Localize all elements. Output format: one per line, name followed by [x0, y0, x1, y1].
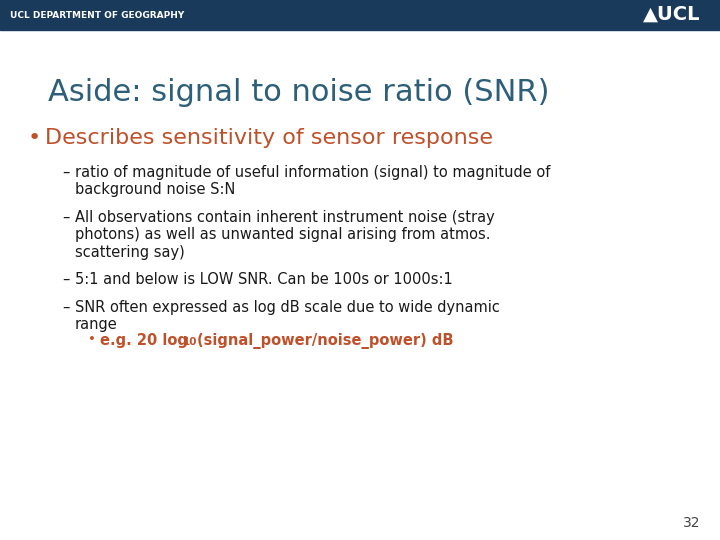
- Text: SNR often expressed as log dB scale due to wide dynamic
range: SNR often expressed as log dB scale due …: [75, 300, 500, 333]
- Text: 10: 10: [183, 337, 197, 347]
- Text: UCL DEPARTMENT OF GEOGRAPHY: UCL DEPARTMENT OF GEOGRAPHY: [10, 10, 184, 19]
- Text: (signal_power/noise_power) dB: (signal_power/noise_power) dB: [197, 333, 454, 349]
- Text: –: –: [62, 210, 69, 225]
- Text: ratio of magnitude of useful information (signal) to magnitude of
background noi: ratio of magnitude of useful information…: [75, 165, 550, 198]
- Text: 32: 32: [683, 516, 700, 530]
- Text: Aside: signal to noise ratio (SNR): Aside: signal to noise ratio (SNR): [48, 78, 549, 107]
- Text: All observations contain inherent instrument noise (stray
photons) as well as un: All observations contain inherent instru…: [75, 210, 495, 260]
- Text: 5:1 and below is LOW SNR. Can be 100s or 1000s:1: 5:1 and below is LOW SNR. Can be 100s or…: [75, 272, 453, 287]
- Text: •: •: [88, 333, 96, 346]
- Text: e.g. 20 log: e.g. 20 log: [100, 333, 188, 348]
- Text: Describes sensitivity of sensor response: Describes sensitivity of sensor response: [45, 128, 493, 148]
- Text: –: –: [62, 300, 69, 315]
- Text: ▲UCL: ▲UCL: [642, 4, 700, 24]
- Text: –: –: [62, 272, 69, 287]
- Text: •: •: [28, 128, 41, 148]
- Bar: [0, 0, 720, 30]
- Text: –: –: [62, 165, 69, 180]
